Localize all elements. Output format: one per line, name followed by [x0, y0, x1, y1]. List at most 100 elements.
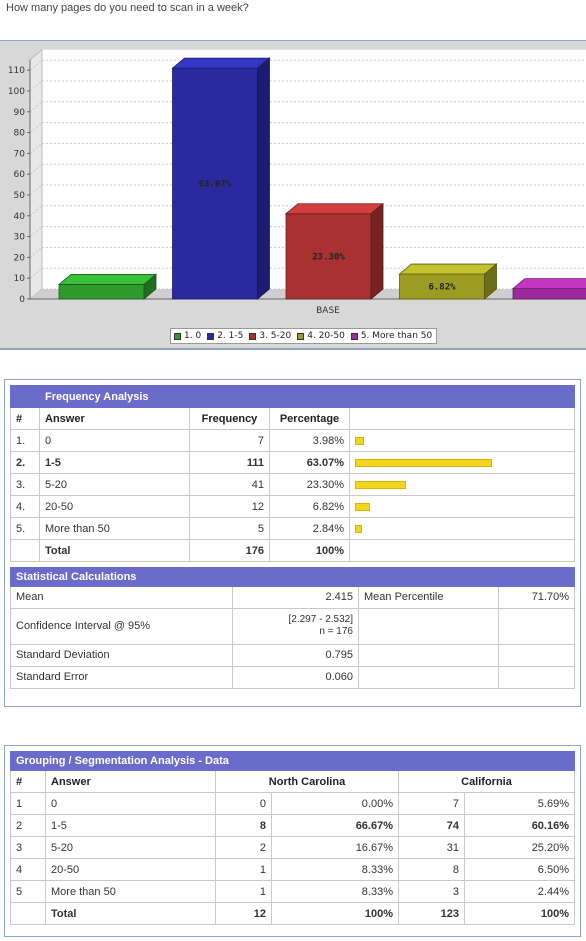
- gridline: [29, 80, 43, 92]
- ca-count: 74: [398, 814, 465, 837]
- col-num: #: [10, 407, 40, 430]
- gridline: [29, 163, 43, 175]
- empty-cell: [358, 607, 499, 645]
- gridline: [29, 267, 43, 279]
- row-percentage: 2.84%: [269, 517, 350, 540]
- row-frequency: 41: [189, 473, 270, 496]
- row-answer: 5-20: [45, 836, 216, 859]
- mean-label: Mean: [10, 585, 233, 609]
- statistics-table: Statistical Calculations Mean 2.415 Mean…: [10, 566, 575, 689]
- y-tick-label: 110: [8, 66, 25, 76]
- col-bar: [349, 407, 575, 430]
- total-nc-percent: 100%: [271, 902, 399, 925]
- row-frequency: 7: [189, 429, 270, 452]
- row-num: 1.: [10, 429, 40, 452]
- percentage-bar: [355, 524, 362, 533]
- row-bar-cell: [349, 495, 575, 518]
- legend-label: 3. 5-20: [259, 331, 292, 341]
- grouping-row: 5 More than 50 1 8.33% 3 2.44%: [10, 880, 575, 903]
- bar-front: [58, 284, 145, 300]
- grouping-table: Grouping / Segmentation Analysis - Data …: [10, 751, 575, 925]
- legend-swatch: [207, 332, 215, 340]
- ca-count: 3: [398, 880, 465, 903]
- row-num: 3: [10, 836, 46, 859]
- legend-item: 5. More than 50: [350, 331, 433, 341]
- bar-data-label: 23.30%: [312, 252, 345, 262]
- bar-top: [511, 278, 586, 290]
- total-frequency: 176: [189, 539, 270, 562]
- row-bar-cell: [349, 473, 575, 496]
- nc-percent: 8.33%: [271, 880, 399, 903]
- gridline: [29, 288, 43, 300]
- row-bar-cell: [349, 451, 575, 474]
- ci-value: [2.297 - 2.532]: [288, 614, 354, 625]
- row-percentage: 23.30%: [269, 473, 350, 496]
- row-frequency: 5: [189, 517, 270, 540]
- percentage-bar: [355, 502, 370, 511]
- bar-side: [370, 202, 384, 300]
- percentage-bar: [355, 458, 492, 467]
- grouping-row: 1 0 0 0.00% 7 5.69%: [10, 792, 575, 815]
- ci-label: Confidence Interval @ 95%: [10, 607, 233, 645]
- total-label: Total: [39, 539, 190, 562]
- row-answer: 1-5: [39, 451, 190, 474]
- gridline: [29, 226, 43, 237]
- legend-swatch: [297, 332, 305, 340]
- mean-value: 2.415: [232, 585, 359, 609]
- col-answer: Answer: [39, 407, 190, 430]
- col-num: #: [10, 770, 46, 793]
- total-nc-count: 12: [215, 902, 272, 925]
- total-label: Total: [45, 902, 216, 925]
- empty-cell: [498, 665, 575, 689]
- row-num: 5.: [10, 517, 40, 540]
- nc-percent: 0.00%: [271, 792, 399, 815]
- total-ca-count: 123: [398, 902, 465, 925]
- row-frequency: 12: [189, 495, 270, 518]
- y-tick-label: 80: [14, 129, 26, 139]
- ca-count: 8: [398, 858, 465, 881]
- question-title: How many pages do you need to scan in a …: [6, 2, 249, 14]
- grouping-row: 2 1-5 8 66.67% 74 60.16%: [10, 814, 575, 837]
- legend-swatch: [249, 332, 257, 340]
- ci-cell: [2.297 - 2.532] n = 176: [232, 607, 359, 645]
- frequency-row: 3. 5-20 41 23.30%: [10, 473, 575, 496]
- gridline: [29, 205, 43, 217]
- col-north-carolina: North Carolina: [215, 770, 399, 793]
- legend-label: 4. 20-50: [307, 331, 345, 341]
- empty-cell: [358, 665, 499, 689]
- y-tick-label: 40: [14, 212, 26, 222]
- grouping-title: Grouping / Segmentation Analysis - Data: [10, 751, 575, 771]
- row-num: 5: [10, 880, 46, 903]
- gridline: [29, 101, 43, 113]
- legend-swatch: [350, 332, 358, 340]
- col-frequency: Frequency: [189, 407, 270, 430]
- gridline: [29, 59, 43, 71]
- frequency-table: Frequency Analysis # Answer Frequency Pe…: [10, 385, 575, 567]
- nc-count: 8: [215, 814, 272, 837]
- row-num: 3.: [10, 473, 40, 496]
- row-answer: More than 50: [39, 517, 190, 540]
- total-ca-percent: 100%: [464, 902, 575, 925]
- nc-percent: 66.67%: [271, 814, 399, 837]
- y-tick-label: 90: [14, 108, 26, 118]
- bar-side: [484, 263, 497, 300]
- y-tick-label: 70: [14, 149, 26, 159]
- row-percentage: 6.82%: [269, 495, 350, 518]
- legend-item: 3. 5-20: [249, 331, 291, 341]
- legend-label: 5. More than 50: [360, 331, 433, 341]
- bar-top: [171, 57, 271, 69]
- row-bar-cell: [349, 429, 575, 452]
- ca-count: 31: [398, 836, 465, 859]
- bar-side: [143, 273, 157, 300]
- chart-legend: 1. 0 2. 1-5 3. 5-20 4. 20-50 5. More than 50: [170, 328, 438, 344]
- row-num: 1: [10, 792, 46, 815]
- sd-label: Standard Deviation: [10, 643, 233, 667]
- empty-cell: [358, 643, 499, 667]
- row-answer: 20-50: [39, 495, 190, 518]
- legend-label: 2. 1-5: [217, 331, 244, 341]
- bar-chart: 0 10 20 30 40 50 60 70 80 90 100 110 63.07% 23.30% 6.8…: [8, 48, 586, 316]
- col-california: California: [398, 770, 575, 793]
- ca-percent: 60.16%: [464, 814, 575, 837]
- nc-count: 0: [215, 792, 272, 815]
- grouping-row: 4 20-50 1 8.33% 8 6.50%: [10, 858, 575, 881]
